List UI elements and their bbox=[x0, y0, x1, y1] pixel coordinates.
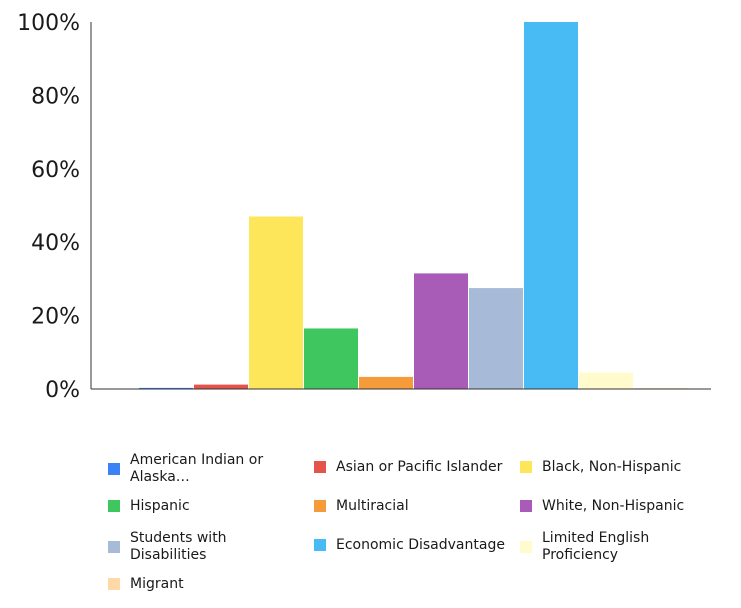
legend-label: American Indian or Alaska… bbox=[130, 452, 264, 485]
legend-label: Black, Non-Hispanic bbox=[542, 458, 682, 475]
bar[interactable] bbox=[359, 376, 413, 389]
legend-swatch bbox=[520, 541, 532, 553]
bar[interactable] bbox=[194, 384, 248, 389]
bar[interactable] bbox=[249, 216, 303, 389]
legend-label: Multiracial bbox=[336, 497, 409, 514]
legend-item[interactable]: Limited English Proficiency bbox=[520, 530, 708, 564]
legend-swatch bbox=[108, 463, 120, 475]
legend-item[interactable]: Students with Disabilities bbox=[108, 530, 314, 564]
y-tick-label: 80% bbox=[31, 84, 80, 109]
legend-label: Migrant bbox=[130, 575, 184, 592]
legend-label: Asian or Pacific Islander bbox=[336, 458, 503, 475]
y-tick-label: 40% bbox=[31, 231, 80, 256]
y-tick-label: 60% bbox=[31, 158, 80, 183]
legend-swatch bbox=[314, 461, 326, 473]
legend-item[interactable]: Multiracial bbox=[314, 491, 520, 521]
bar[interactable] bbox=[469, 288, 523, 389]
legend-swatch bbox=[520, 461, 532, 473]
legend-label: Limited English Proficiency bbox=[542, 530, 650, 563]
bar[interactable] bbox=[139, 387, 193, 389]
legend-swatch bbox=[108, 578, 120, 590]
legend-swatch bbox=[314, 539, 326, 551]
bar[interactable] bbox=[579, 372, 633, 389]
legend-swatch bbox=[520, 500, 532, 512]
legend-item[interactable]: Asian or Pacific Islander bbox=[314, 452, 520, 482]
legend-item[interactable]: Hispanic bbox=[108, 491, 314, 521]
legend: American Indian or Alaska… Asian or Pacif… bbox=[108, 452, 708, 608]
bar[interactable] bbox=[524, 22, 578, 389]
legend-item[interactable]: White, Non-Hispanic bbox=[520, 491, 708, 521]
y-axis-ticks: 0% 20% 40% 60% 80% 100% bbox=[17, 11, 80, 403]
y-tick-label: 0% bbox=[45, 378, 80, 403]
legend-label: White, Non-Hispanic bbox=[542, 497, 685, 514]
legend-item[interactable]: Migrant bbox=[108, 569, 314, 599]
bar[interactable] bbox=[304, 328, 358, 389]
bar[interactable] bbox=[414, 273, 468, 389]
bar-group bbox=[139, 22, 688, 389]
legend-label: Economic Disadvantage bbox=[336, 536, 505, 553]
chart-area: 0% 20% 40% 60% 80% 100% bbox=[17, 11, 711, 403]
legend-item[interactable]: American Indian or Alaska… bbox=[108, 452, 314, 486]
y-tick-label: 20% bbox=[31, 305, 80, 330]
legend-swatch bbox=[108, 500, 120, 512]
legend-swatch bbox=[314, 500, 326, 512]
y-tick-label: 100% bbox=[17, 11, 80, 36]
legend-label: Students with Disabilities bbox=[130, 530, 227, 563]
axes bbox=[90, 22, 711, 390]
legend-item[interactable]: Black, Non-Hispanic bbox=[520, 452, 708, 482]
legend-label: Hispanic bbox=[130, 497, 190, 514]
legend-swatch bbox=[108, 541, 120, 553]
legend-item[interactable]: Economic Disadvantage bbox=[314, 530, 520, 560]
